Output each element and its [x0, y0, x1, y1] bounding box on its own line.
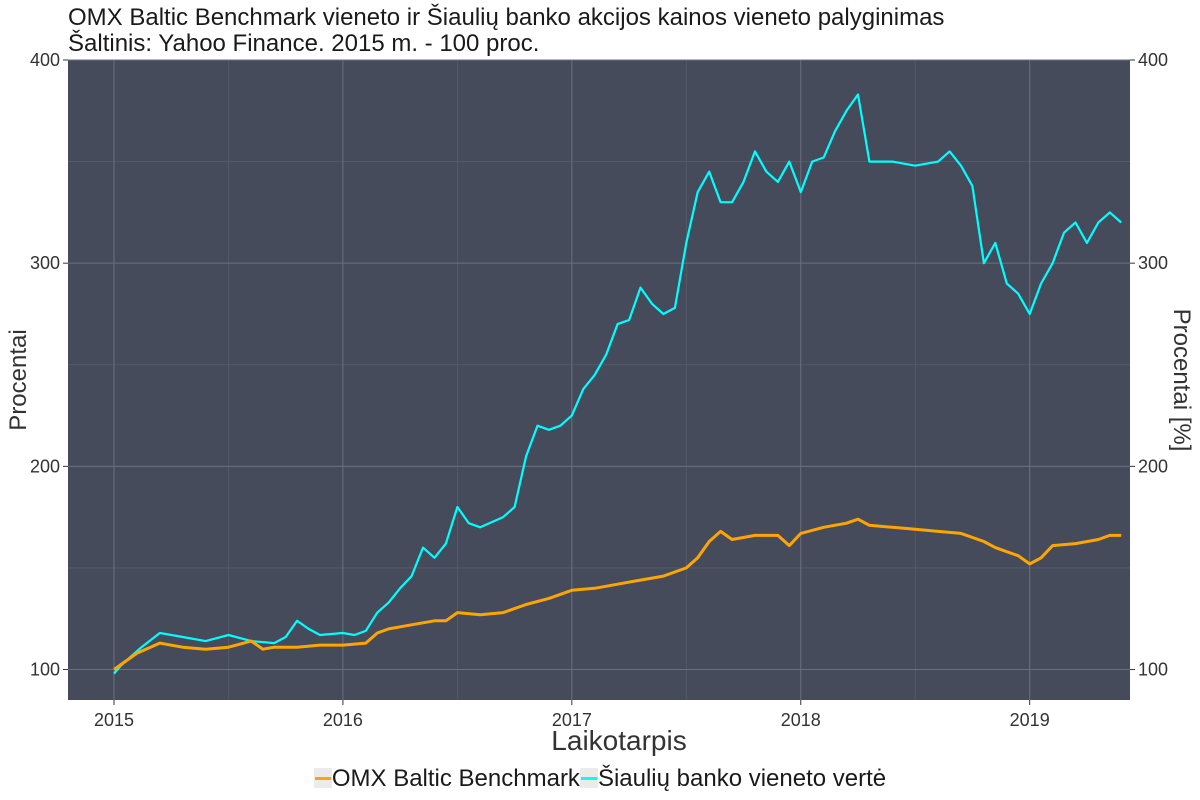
plot-panel — [68, 60, 1130, 700]
y-axis-label: Procentai — [5, 329, 32, 430]
y-tick-label-right: 100 — [1138, 660, 1168, 680]
x-tick-label: 2016 — [323, 710, 363, 730]
x-tick-label: 2019 — [1010, 710, 1050, 730]
y-tick-label-right: 300 — [1138, 253, 1168, 273]
series-line-omx — [113, 517, 1122, 671]
legend: OMX Baltic Benchmark Šiaulių banko vienet… — [0, 765, 1200, 793]
y-tick-label-right: 200 — [1138, 456, 1168, 476]
y-axis-label-right: Procentai [%] — [1168, 309, 1195, 452]
legend-key-omx — [313, 768, 332, 788]
x-tick-label: 2015 — [94, 710, 134, 730]
y-tick-label: 300 — [30, 253, 60, 273]
axes: 2015 2016 2017 2018 2019 100 100 200 200 300 300 40… — [30, 50, 1168, 730]
legend-label-siauliu: Šiaulių banko vieneto vertė — [597, 765, 887, 792]
y-tick-label: 200 — [30, 456, 60, 476]
x-axis-label: Laikotarpis — [551, 725, 686, 756]
y-tick-label: 100 — [30, 660, 60, 680]
series-lines — [113, 93, 1122, 675]
x-tick-label: 2018 — [781, 710, 821, 730]
legend-swatch-siauliu — [580, 777, 597, 780]
legend-key-siauliu — [579, 768, 598, 788]
series-line-siauliu — [113, 93, 1122, 675]
x-tick-label: 2017 — [552, 710, 592, 730]
y-tick-label-right: 400 — [1138, 50, 1168, 70]
chart-title: OMX Baltic Benchmark vieneto ir Šiaulių … — [68, 4, 945, 31]
legend-label-omx: OMX Baltic Benchmark — [331, 765, 580, 792]
legend-swatch-omx — [314, 777, 331, 780]
y-tick-label: 400 — [30, 50, 60, 70]
grid-lines — [68, 59, 1130, 700]
chart-subtitle: Šaltinis: Yahoo Finance. 2015 m. - 100 p… — [68, 30, 540, 57]
